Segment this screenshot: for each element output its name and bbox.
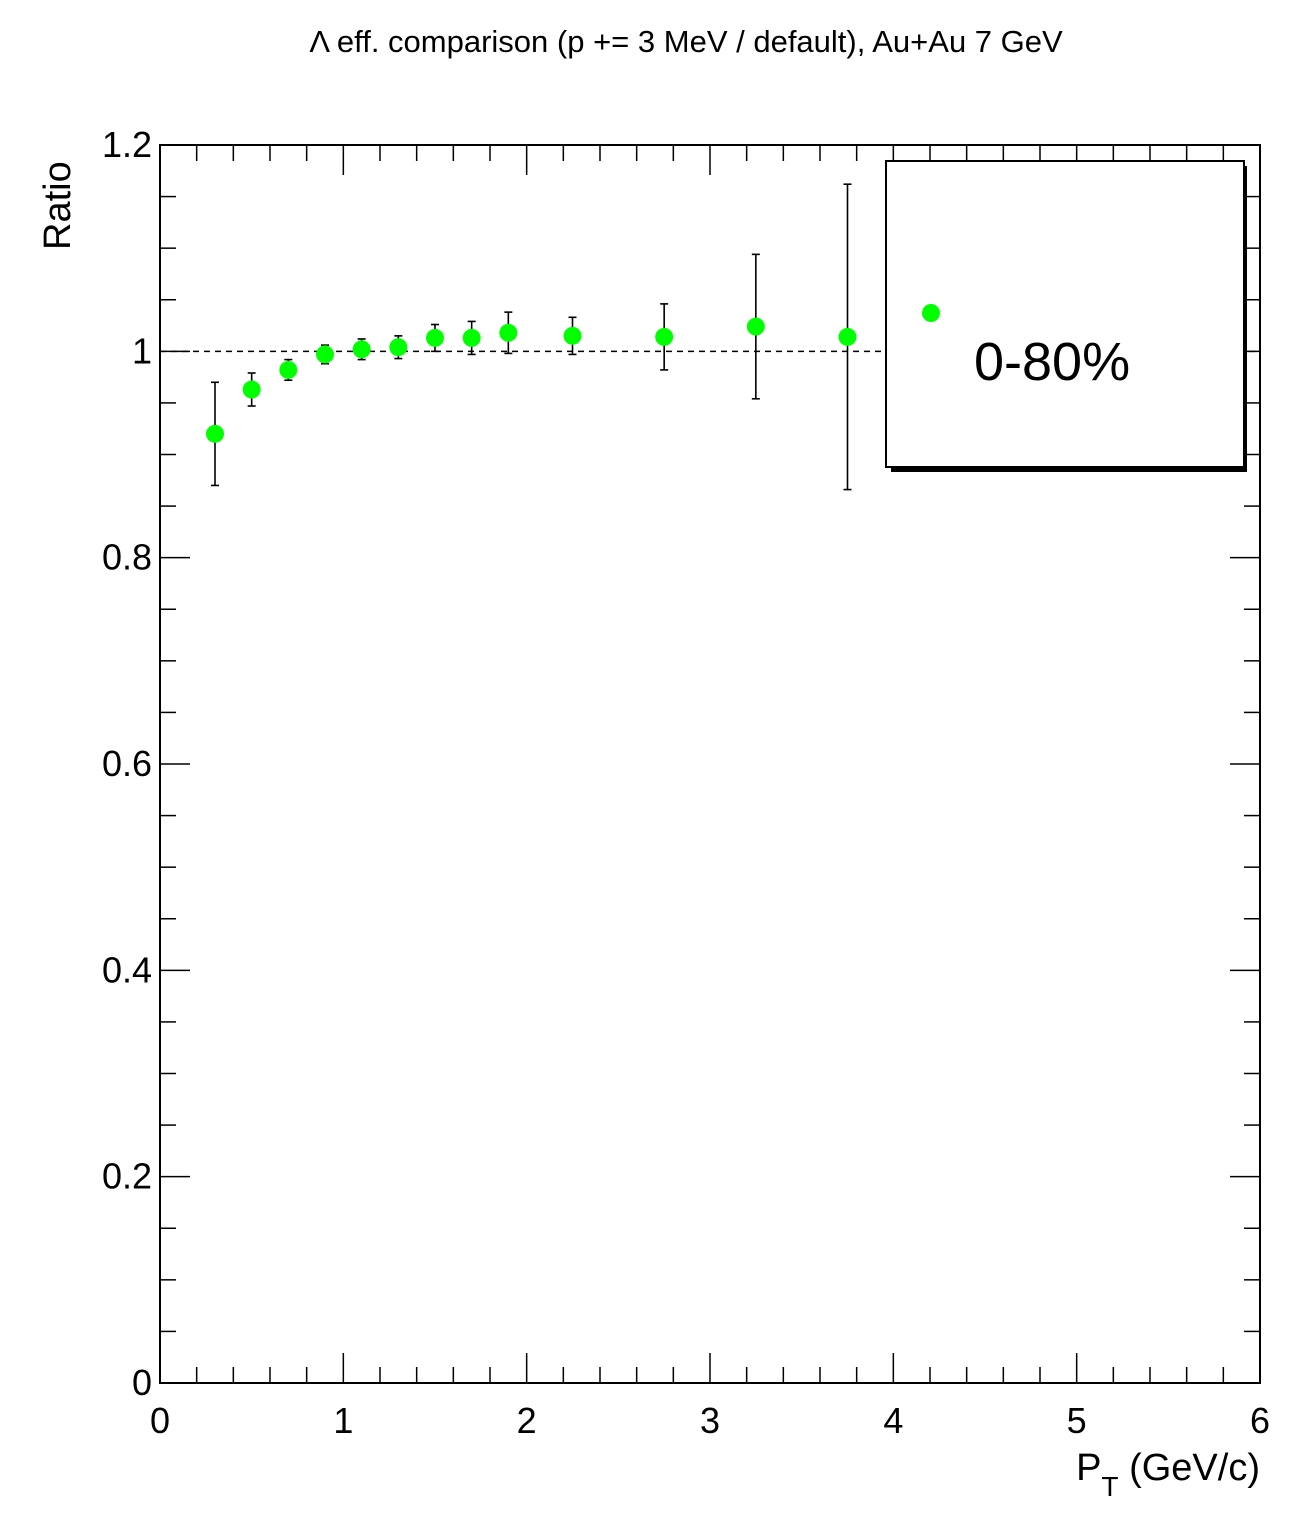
data-points — [206, 317, 857, 443]
data-point — [279, 360, 298, 379]
tick-labels: 0 1 2 3 4 5 6 0 0.2 0.4 0.6 0.8 1 1.2 — [102, 124, 1270, 1441]
x-axis-title: PT (GeV/c) — [1076, 1447, 1260, 1502]
data-point — [838, 327, 857, 346]
legend: 0-80% — [885, 160, 1247, 472]
x-tick-label: 0 — [150, 1400, 170, 1441]
y-tick-label: 0.8 — [102, 537, 152, 578]
x-tick-label: 6 — [1250, 1400, 1270, 1441]
x-axis-title-sub: T — [1101, 1471, 1118, 1502]
y-tick-label: 1.2 — [102, 124, 152, 165]
x-tick-label: 4 — [883, 1400, 903, 1441]
data-point — [242, 380, 261, 399]
x-axis-title-main: P — [1076, 1447, 1101, 1489]
data-point — [316, 345, 334, 364]
y-tick-label: 0.2 — [102, 1156, 152, 1197]
x-tick-label: 5 — [1067, 1400, 1087, 1441]
data-point — [352, 340, 371, 359]
y-tick-label: 1 — [132, 330, 152, 371]
legend-label: 0-80% — [974, 332, 1130, 392]
data-point — [563, 326, 582, 345]
y-axis-title: Ratio — [37, 161, 79, 250]
chart-title: Λ eff. comparison (p += 3 MeV / default)… — [309, 24, 1063, 59]
y-tick-label: 0 — [132, 1362, 152, 1403]
data-point — [206, 424, 224, 443]
legend-box — [885, 160, 1245, 468]
y-tick-label: 0.4 — [102, 949, 152, 990]
legend-marker — [922, 304, 940, 322]
x-axis-title-rest: (GeV/c) — [1119, 1447, 1260, 1489]
error-bars — [211, 183, 852, 491]
y-tick-label: 0.6 — [102, 743, 152, 784]
data-point — [655, 327, 674, 346]
data-point — [499, 323, 518, 342]
data-point — [746, 317, 765, 336]
x-tick-label: 3 — [700, 1400, 720, 1441]
x-tick-label: 1 — [333, 1400, 353, 1441]
data-point — [462, 328, 481, 347]
x-tick-label: 2 — [517, 1400, 537, 1441]
data-point — [389, 338, 408, 357]
data-point — [426, 328, 444, 347]
